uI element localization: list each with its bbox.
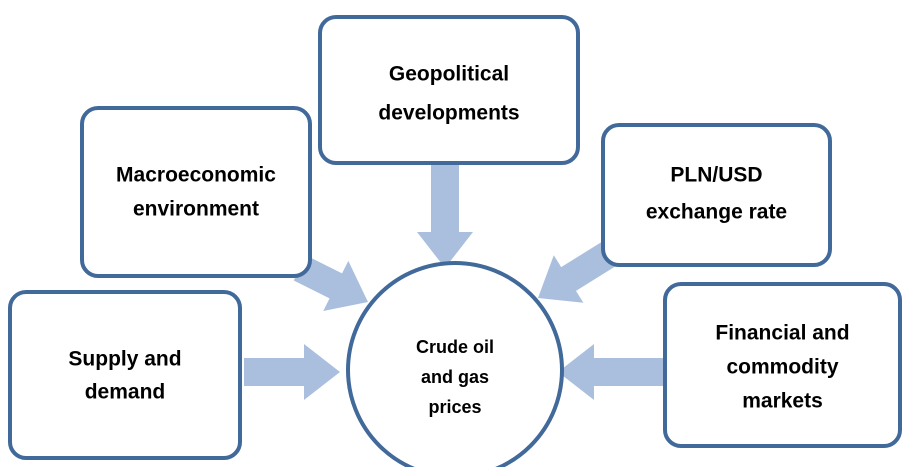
node-box — [318, 15, 580, 165]
node: PLN/USD exchange rate — [601, 123, 832, 267]
arrow — [244, 344, 340, 400]
node-label: demand — [85, 381, 166, 404]
node-label: PLN/USD — [670, 164, 762, 187]
node-box — [663, 282, 902, 448]
center-label: and gas — [421, 367, 489, 387]
node-label: Financial and — [715, 322, 849, 345]
arrow — [417, 165, 473, 268]
node-label: environment — [133, 198, 259, 221]
node: Macroeconomic environment — [80, 106, 312, 278]
node: Financial and commodity markets — [663, 282, 902, 448]
arrow — [558, 344, 665, 400]
center-circle — [346, 261, 564, 467]
node-box — [8, 290, 242, 460]
center-label: Crude oil — [416, 337, 494, 357]
node-label: Macroeconomic — [116, 164, 276, 187]
node: Supply and demand — [8, 290, 242, 460]
node-box — [80, 106, 312, 278]
node-box — [601, 123, 832, 267]
arrow — [293, 255, 368, 311]
node-label: Geopolitical — [389, 63, 509, 86]
arrow — [538, 240, 620, 303]
node-label: commodity — [726, 356, 838, 379]
node-label: developments — [378, 102, 519, 125]
center-label: prices — [428, 397, 481, 417]
center-node: Crude oil and gas prices — [346, 261, 564, 467]
node-label: Supply and — [68, 348, 181, 371]
node: Geopolitical developments — [318, 15, 580, 165]
node-label: markets — [742, 390, 823, 413]
node-label: exchange rate — [646, 201, 787, 224]
